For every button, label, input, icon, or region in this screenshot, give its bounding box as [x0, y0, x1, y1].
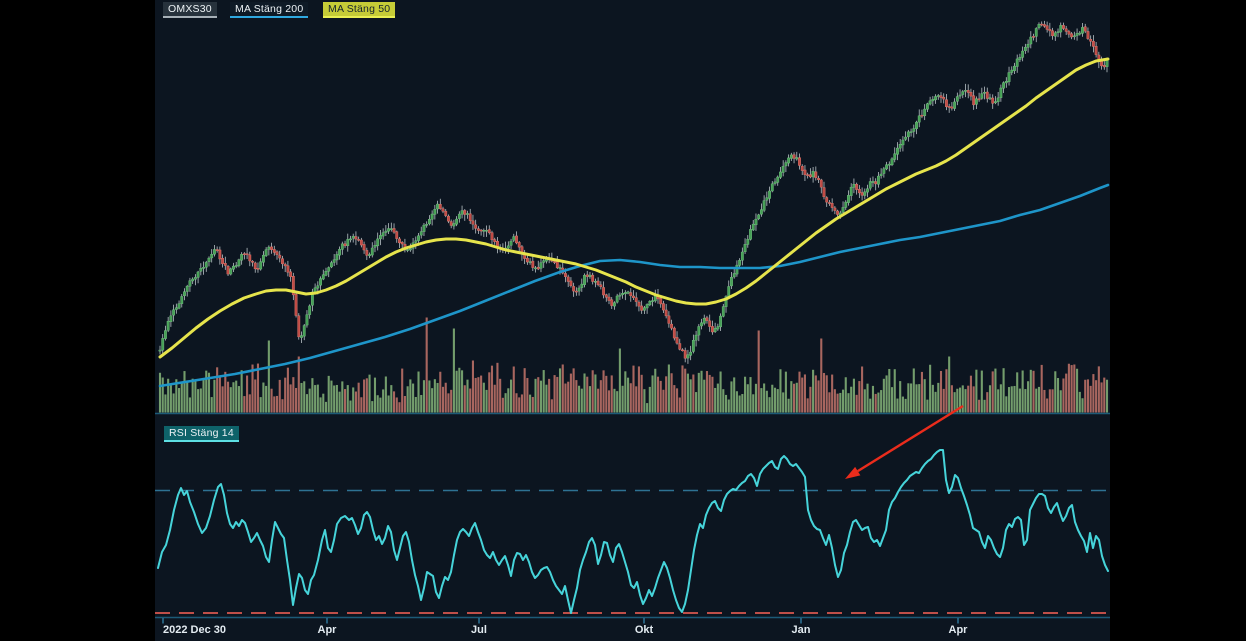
x-axis-label: Jul	[471, 624, 487, 636]
legend-tab-omxs30[interactable]: OMXS30	[163, 2, 217, 18]
volume-bars	[158, 317, 1109, 413]
rsi-tab-label: RSI Stäng 14	[169, 427, 234, 439]
legend-tab-ma200[interactable]: MA Stäng 200	[230, 2, 309, 18]
rsi-line	[157, 449, 1109, 614]
legend-tab-ma50[interactable]: MA Stäng 50	[323, 2, 396, 18]
ma200-line	[158, 183, 1110, 388]
x-axis-label: Okt	[634, 624, 654, 636]
x-axis-label: Jan	[791, 624, 811, 636]
x-axis-label: 2022 Dec 30	[163, 624, 226, 636]
ma50-line	[158, 57, 1110, 359]
trend-arrow-annotation[interactable]	[845, 404, 964, 479]
legend-tab-label: MA Stäng 50	[328, 3, 391, 15]
x-axis-label: Apr	[948, 624, 968, 636]
rsi-indicator-tab[interactable]: RSI Stäng 14	[164, 426, 239, 442]
legend-tab-label: OMXS30	[168, 3, 212, 15]
x-axis-label: Apr	[317, 624, 337, 636]
legend-tab-label: MA Stäng 200	[235, 3, 304, 15]
